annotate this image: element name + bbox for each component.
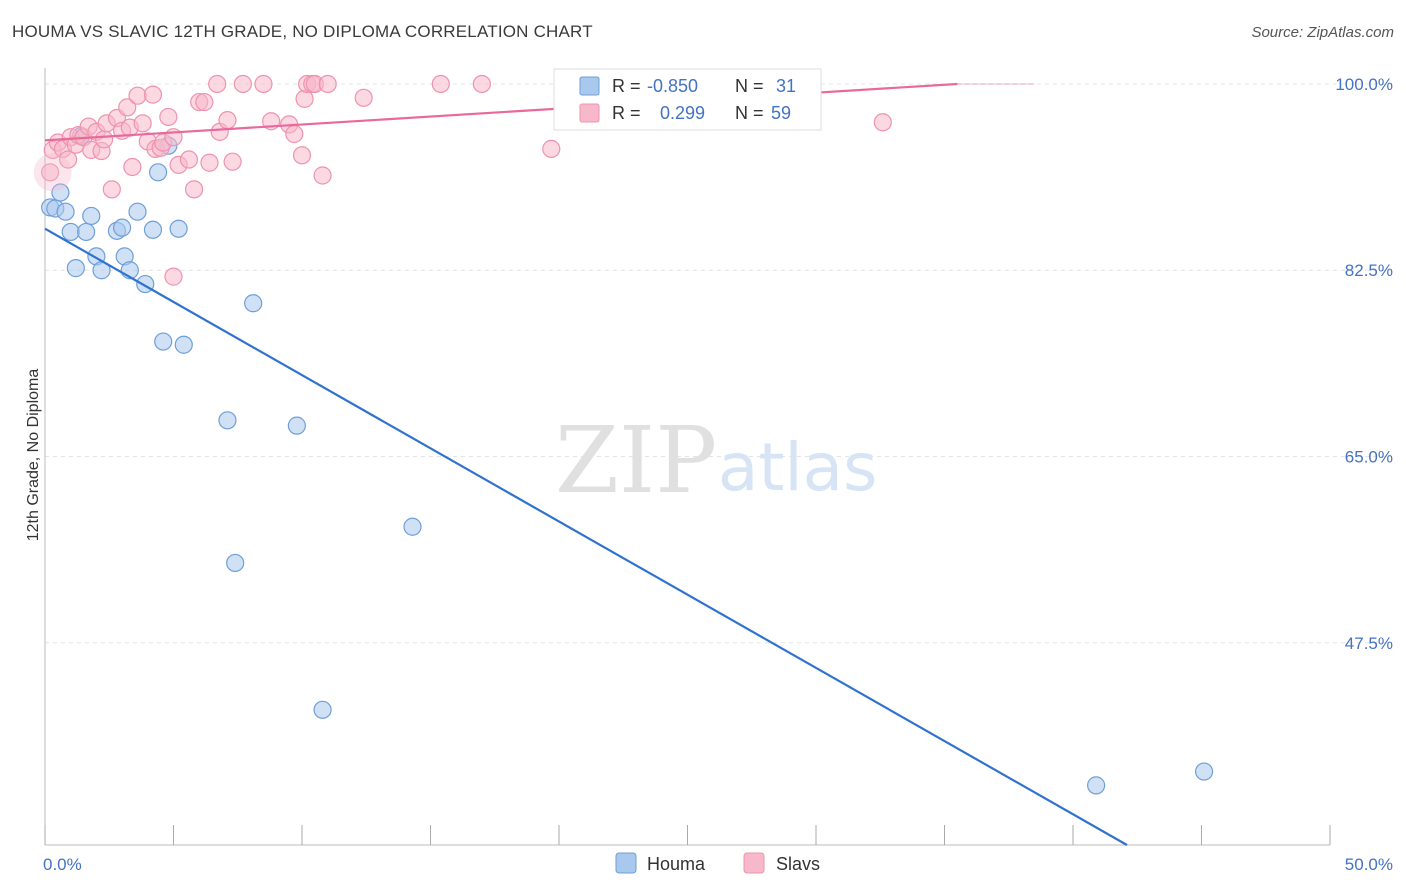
watermark-zip: ZIP	[555, 407, 717, 514]
y-tick-labels: 100.0% 82.5% 65.0% 47.5%	[1335, 75, 1393, 653]
houma-point-28	[1087, 776, 1106, 795]
slavs-point-46	[295, 89, 314, 108]
slavs-point-57	[873, 113, 892, 132]
slavs-point-34	[195, 92, 214, 112]
slavs-point-45	[292, 146, 312, 165]
chart-title: HOUMA VS SLAVIC 12TH GRADE, NO DIPLOMA C…	[12, 22, 593, 41]
slavs-point-28	[159, 107, 178, 127]
slavs-point-24	[143, 85, 163, 104]
y-tick-label: 47.5%	[1345, 634, 1393, 653]
y-tick-label: 100.0%	[1335, 75, 1393, 94]
slavs-point-55	[542, 139, 561, 158]
legend-houma-marker	[615, 852, 637, 874]
slavs-point-0	[41, 163, 60, 182]
slavs-point-40	[233, 74, 252, 94]
legend-slavs-label: Slavs	[776, 854, 820, 874]
slavs-point-13	[95, 130, 114, 149]
legend-houma-r-value: -0.850	[647, 76, 698, 96]
correlation-legend: R = -0.850 N = 31 R = 0.299 N = 59	[553, 68, 822, 131]
houma-point-26	[313, 700, 332, 719]
slavs-point-32	[184, 180, 204, 199]
houma-point-20	[169, 219, 188, 238]
legend-houma-n-label: N =	[735, 76, 764, 96]
slavs-point-22	[133, 114, 152, 133]
houma-point-29	[1194, 762, 1214, 781]
houma-point-8	[82, 206, 101, 226]
houma-point-5	[66, 259, 85, 278]
series-legend: Houma Slavs	[615, 852, 820, 874]
slavs-point-15	[102, 180, 121, 199]
legend-slavs-n-label: N =	[735, 103, 764, 123]
houma-point-22	[218, 411, 237, 430]
x-tick-label-max: 50.0%	[1345, 855, 1393, 874]
houma-point-27	[403, 517, 422, 536]
series-slavs-points	[33, 74, 892, 286]
axes	[44, 68, 1331, 846]
houma-point-19	[154, 332, 173, 351]
houma-point-23	[226, 553, 245, 573]
houma-point-15	[128, 202, 147, 221]
y-tick-label: 65.0%	[1345, 448, 1393, 467]
houma-point-18	[148, 163, 168, 182]
legend-slavs-marker	[743, 852, 765, 874]
houma-point-12	[112, 218, 132, 237]
slavs-point-20	[123, 157, 142, 177]
x-tick-label-min: 0.0%	[43, 855, 82, 874]
houma-point-21	[174, 335, 193, 354]
houma-point-2	[51, 183, 70, 202]
legend-slavs-swatch	[579, 103, 600, 123]
slavs-point-54	[472, 74, 491, 94]
houma-point-4	[61, 222, 80, 242]
slavs-point-53	[431, 74, 450, 94]
slavs-point-36	[208, 74, 227, 94]
legend-houma-r-label: R =	[612, 76, 641, 96]
houma-trendline	[44, 227, 1128, 846]
slavs-point-51	[318, 74, 337, 94]
legend-houma-swatch	[579, 76, 600, 96]
chart-source: Source: ZipAtlas.com	[1251, 24, 1394, 41]
slavs-point-52	[354, 88, 373, 107]
y-axis-label: 12th Grade, No Diploma	[25, 369, 42, 542]
slavs-point-35	[200, 153, 219, 172]
slavs-point-31	[179, 150, 199, 169]
watermark: ZIP atlas	[555, 407, 878, 514]
slavs-point-44	[285, 124, 304, 144]
houma-point-3	[56, 202, 75, 221]
houma-point-25	[287, 416, 306, 435]
slavs-point-18	[118, 98, 137, 117]
slavs-point-41	[254, 74, 273, 94]
slavs-point-cluster	[33, 153, 72, 192]
legend-slavs-r-value: 0.299	[660, 103, 705, 123]
slavs-point-50	[313, 166, 332, 185]
watermark-atlas: atlas	[718, 429, 878, 506]
slavs-point-21	[128, 86, 147, 105]
slavs-point-39	[223, 152, 242, 171]
houma-point-24	[244, 294, 263, 313]
legend-houma-n-value: 31	[776, 76, 796, 96]
legend-slavs-r-label: R =	[612, 103, 641, 123]
x-tick-labels: 0.0% 50.0%	[43, 855, 1393, 874]
slavs-point-4	[59, 150, 78, 169]
legend-houma-label: Houma	[647, 854, 706, 874]
slavs-point-58	[164, 267, 183, 286]
houma-point-17	[143, 220, 163, 239]
legend-slavs-n-value: 59	[771, 103, 791, 123]
y-tick-label: 82.5%	[1345, 261, 1393, 280]
slavs-point-38	[218, 111, 237, 130]
houma-point-7	[77, 222, 96, 242]
grid-lines	[45, 83, 1392, 644]
